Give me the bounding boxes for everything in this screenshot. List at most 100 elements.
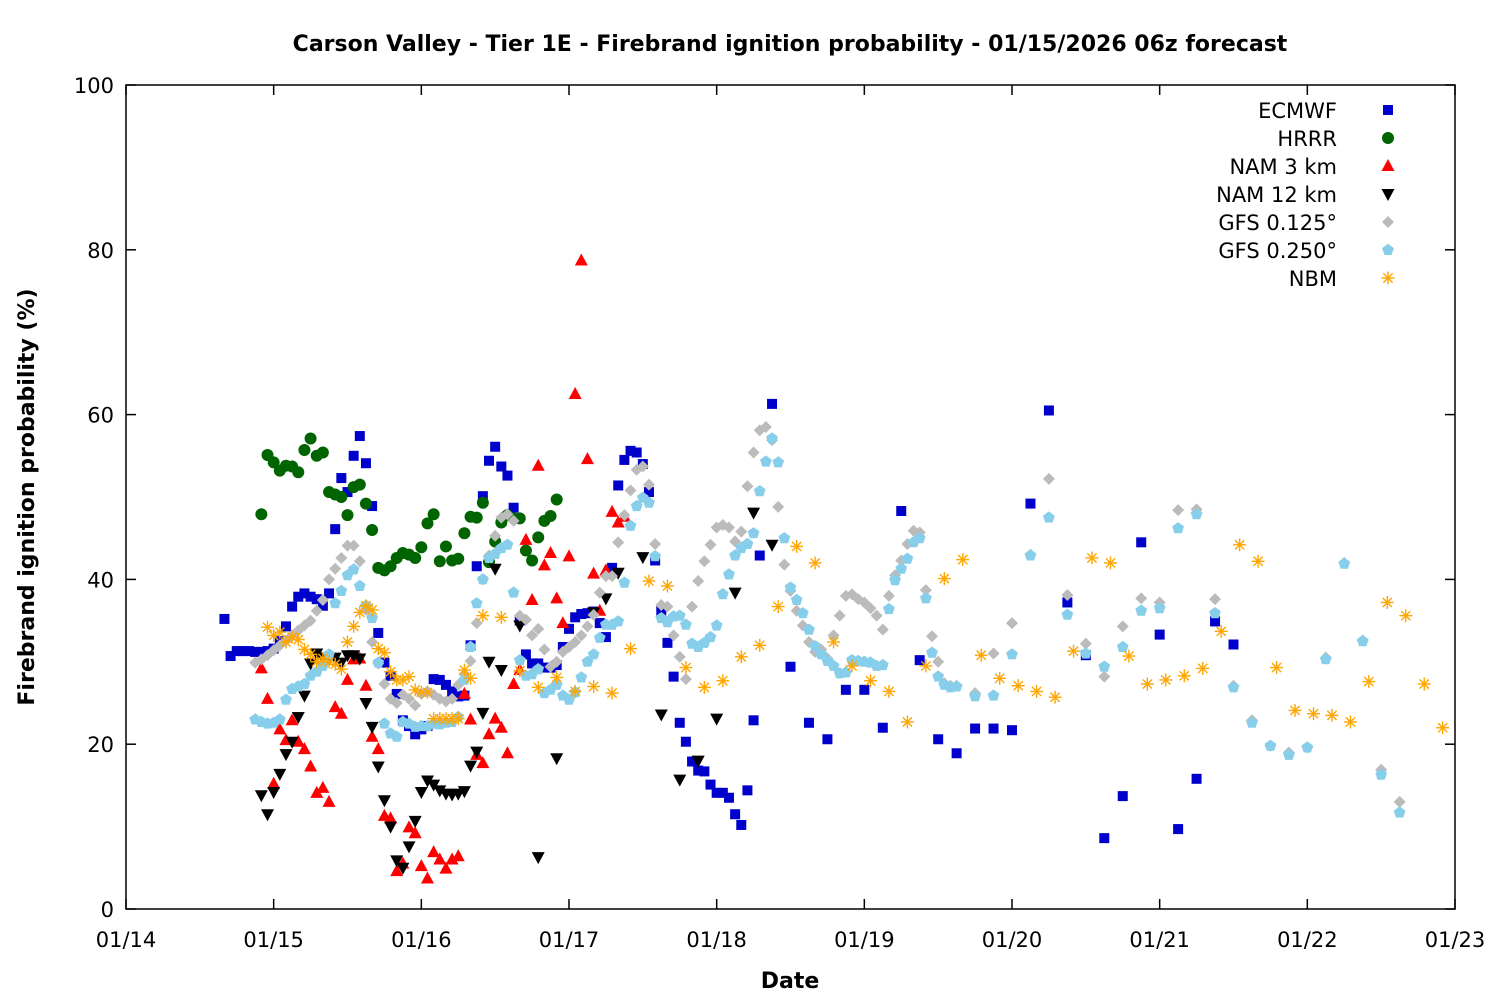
data-point bbox=[845, 659, 859, 673]
data-point bbox=[556, 616, 570, 629]
data-point bbox=[457, 686, 471, 699]
data-point bbox=[926, 630, 939, 643]
data-point bbox=[863, 674, 877, 688]
data-point bbox=[723, 792, 734, 803]
data-point bbox=[1025, 498, 1036, 509]
data-point bbox=[305, 591, 316, 602]
data-point bbox=[662, 637, 673, 648]
data-point bbox=[562, 549, 576, 562]
data-point bbox=[932, 670, 945, 682]
data-point bbox=[882, 684, 896, 698]
data-point bbox=[673, 650, 686, 663]
data-point bbox=[901, 552, 914, 564]
data-point bbox=[267, 776, 281, 789]
data-point bbox=[710, 619, 723, 631]
data-point bbox=[402, 670, 416, 684]
data-point bbox=[742, 785, 753, 796]
x-tick-label: 01/14 bbox=[96, 928, 157, 952]
data-point bbox=[476, 707, 490, 720]
data-point bbox=[354, 431, 365, 442]
data-point bbox=[1172, 522, 1184, 534]
data-point bbox=[531, 852, 545, 865]
data-point bbox=[501, 538, 514, 550]
data-point bbox=[1325, 708, 1339, 722]
data-point bbox=[550, 670, 564, 684]
data-point bbox=[747, 507, 761, 520]
data-point bbox=[785, 661, 796, 672]
data-point bbox=[409, 699, 422, 712]
data-point bbox=[581, 620, 594, 633]
data-point bbox=[341, 539, 354, 552]
data-point bbox=[280, 621, 291, 632]
data-point bbox=[293, 591, 304, 602]
data-point bbox=[643, 487, 654, 498]
data-point bbox=[250, 646, 261, 657]
data-point bbox=[766, 432, 778, 444]
data-point bbox=[1136, 537, 1147, 548]
series-nam-12-km bbox=[254, 507, 779, 875]
legend-label: NAM 12 km bbox=[1216, 183, 1337, 207]
data-point bbox=[1227, 681, 1240, 693]
data-point bbox=[341, 635, 354, 649]
data-point bbox=[328, 700, 342, 713]
data-point bbox=[377, 646, 391, 660]
data-point bbox=[1153, 602, 1166, 614]
data-point bbox=[329, 597, 342, 609]
data-point bbox=[476, 609, 490, 623]
data-point bbox=[384, 821, 398, 834]
data-point bbox=[1264, 739, 1277, 751]
data-point bbox=[464, 640, 477, 652]
data-point bbox=[365, 729, 379, 742]
data-point bbox=[378, 678, 391, 691]
data-point bbox=[631, 447, 642, 458]
data-point bbox=[359, 698, 373, 710]
data-point bbox=[348, 450, 359, 461]
data-point bbox=[1393, 806, 1406, 818]
data-point bbox=[550, 493, 563, 506]
data-point bbox=[402, 820, 416, 833]
data-point bbox=[704, 630, 717, 643]
legend-label: NAM 3 km bbox=[1229, 155, 1337, 179]
data-point bbox=[643, 496, 655, 508]
data-point bbox=[445, 852, 459, 865]
data-point bbox=[297, 690, 311, 703]
data-point bbox=[649, 550, 661, 562]
data-point bbox=[956, 553, 970, 567]
data-point bbox=[323, 648, 335, 660]
data-point bbox=[273, 722, 287, 735]
data-point bbox=[1214, 624, 1228, 638]
data-point bbox=[273, 768, 287, 781]
data-point bbox=[599, 563, 613, 576]
data-point bbox=[379, 657, 390, 668]
data-point bbox=[390, 730, 403, 742]
data-point bbox=[384, 560, 397, 573]
data-point bbox=[1283, 748, 1295, 760]
data-point bbox=[710, 713, 724, 726]
data-point bbox=[1103, 556, 1117, 570]
data-point bbox=[759, 420, 772, 433]
data-point bbox=[896, 506, 907, 517]
data-point bbox=[859, 684, 870, 695]
data-point bbox=[1116, 640, 1129, 652]
data-point bbox=[613, 480, 624, 491]
data-point bbox=[261, 620, 275, 634]
data-point bbox=[273, 713, 286, 725]
data-point bbox=[508, 502, 519, 513]
data-point bbox=[390, 864, 404, 877]
data-point bbox=[679, 661, 693, 675]
data-point bbox=[507, 514, 520, 527]
data-point bbox=[778, 532, 791, 544]
data-point bbox=[803, 623, 815, 635]
x-axis-label: Date bbox=[761, 969, 820, 994]
data-point bbox=[447, 686, 458, 697]
data-point bbox=[538, 643, 551, 656]
data-point bbox=[747, 527, 760, 539]
data-point bbox=[341, 509, 354, 522]
data-point bbox=[366, 611, 378, 624]
data-point bbox=[550, 655, 563, 668]
data-point bbox=[796, 607, 809, 619]
data-point bbox=[527, 658, 538, 669]
data-point bbox=[1210, 616, 1221, 627]
data-point bbox=[390, 697, 403, 709]
data-point bbox=[513, 654, 526, 666]
